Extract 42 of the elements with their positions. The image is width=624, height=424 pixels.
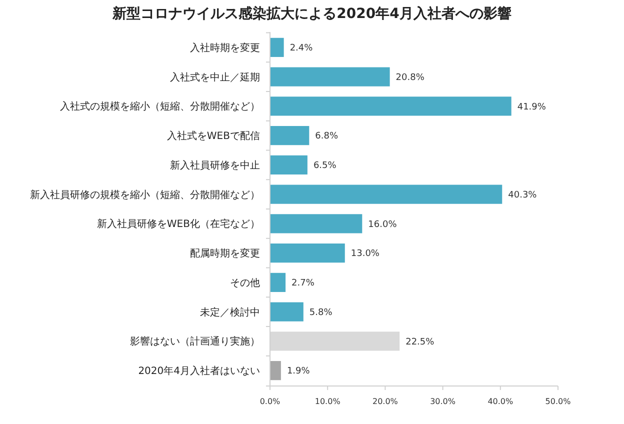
bar: [270, 67, 390, 86]
bar: [270, 272, 286, 292]
data-label: 20.8%: [396, 72, 425, 83]
data-label: 2.4%: [290, 44, 314, 54]
bar: [270, 96, 512, 116]
y-tick-label: 影響はない（計画通り実施）: [130, 336, 260, 348]
bar: [270, 38, 284, 57]
y-tick-label: 入社時期を変更: [190, 42, 260, 54]
y-tick-label: 新入社員研修の規模を縮小（短縮、分散開催など）: [30, 188, 260, 201]
y-tick-label: 入社式の規模を縮小（短縮、分散開催など）: [60, 100, 260, 113]
data-label: 1.9%: [286, 366, 310, 377]
y-tick-label: 未定／検討中: [200, 306, 260, 318]
data-label: 13.0%: [350, 249, 380, 260]
bar: [270, 214, 362, 234]
bar: [270, 155, 308, 174]
bar: [270, 302, 304, 322]
data-label: 22.5%: [406, 337, 435, 348]
x-tick-label: 50.0%: [545, 397, 572, 406]
y-tick-label: 入社式を中止／延期: [170, 71, 260, 84]
bar: [270, 361, 281, 380]
chart-title: 新型コロナウイルス感染拡大による2020年4月入社者への影響: [112, 5, 512, 22]
bar: [270, 244, 345, 263]
y-tick-label: 新入社員研修をWEB化（在宅など）: [96, 218, 260, 230]
y-tick-label: 入社式をWEBで配信: [166, 130, 260, 142]
data-label: 5.8%: [309, 308, 333, 318]
x-tick-label: 40.0%: [488, 397, 514, 406]
bar: [270, 184, 502, 204]
bar: [270, 126, 310, 146]
y-tick-label: 2020年4月入社者はいない: [138, 365, 260, 378]
x-tick-label: 0.0%: [260, 397, 281, 406]
y-tick-label: その他: [230, 276, 260, 289]
data-label: 40.3%: [508, 190, 538, 200]
data-label: 6.8%: [315, 132, 338, 142]
data-label: 6.5%: [313, 161, 337, 172]
x-tick-label: 30.0%: [430, 397, 456, 406]
data-label: 41.9%: [517, 102, 546, 112]
y-tick-label: 配属時期を変更: [190, 248, 260, 260]
data-label: 2.7%: [292, 278, 315, 289]
y-tick-label: 新入社員研修を中止: [170, 159, 260, 172]
x-tick-label: 10.0%: [314, 397, 341, 406]
data-label: 16.0%: [368, 220, 398, 230]
x-tick-label: 20.0%: [372, 397, 398, 406]
